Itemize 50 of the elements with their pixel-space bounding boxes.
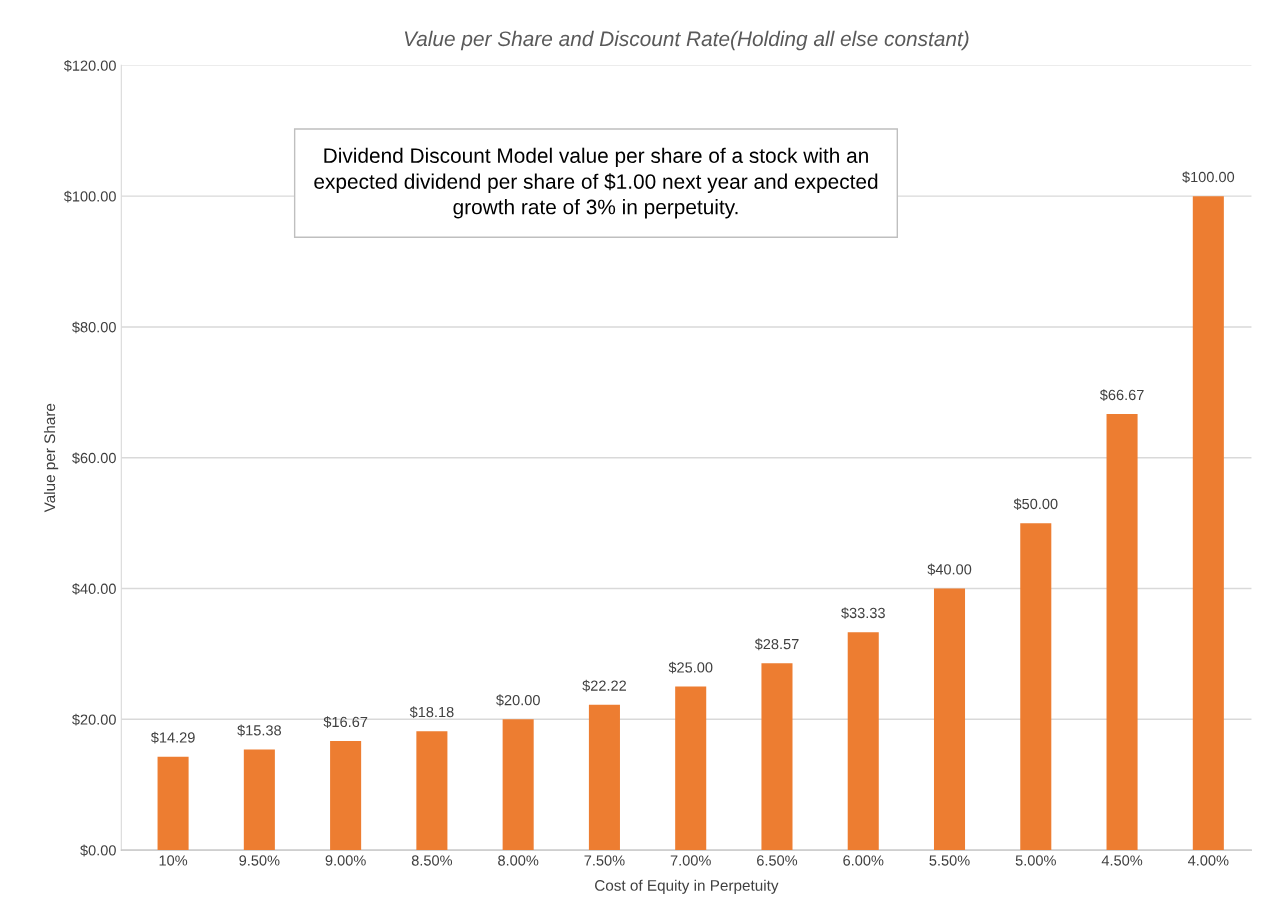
x-tick-label: 5.50%: [929, 855, 970, 866]
y-tick-label: $40.00: [72, 583, 116, 595]
y-axis-title: Value per Share: [43, 403, 59, 513]
bar: [588, 704, 620, 851]
x-tick-label: 10%: [159, 855, 188, 866]
data-label: $18.18: [409, 706, 454, 719]
data-label: $28.57: [754, 638, 799, 651]
x-tick-label: 5.00%: [1015, 855, 1056, 866]
data-label: $40.00: [927, 563, 972, 576]
y-tick-label: $120.00: [63, 59, 116, 72]
data-label: $100.00: [1182, 171, 1235, 184]
data-label: $66.67: [1099, 389, 1144, 401]
chart-title: Value per Share and Discount Rate(Holding all else constant): [404, 30, 969, 51]
bar: [761, 663, 793, 851]
bar: [330, 741, 362, 851]
bar: [157, 756, 189, 851]
y-tick-label: $80.00: [72, 321, 116, 334]
bar: [675, 686, 707, 851]
data-label: $50.00: [1013, 498, 1058, 510]
y-tick-label: $60.00: [72, 452, 116, 465]
x-tick-label: 6.50%: [757, 855, 798, 866]
data-label: $15.38: [237, 724, 282, 737]
bar: [1020, 523, 1052, 851]
x-tick-label: 4.00%: [1187, 855, 1229, 866]
bar: [243, 749, 275, 851]
x-tick-label: 7.00%: [670, 855, 711, 866]
data-label: $16.67: [323, 716, 368, 728]
y-tick-label: $0.00: [80, 844, 116, 857]
x-tick-label: 8.50%: [411, 855, 453, 866]
bar: [1192, 196, 1224, 851]
x-tick-label: 6.00%: [843, 855, 884, 866]
data-label: $33.33: [841, 607, 885, 620]
bar: [416, 731, 448, 851]
data-label: $22.22: [582, 679, 626, 692]
annotation: Dividend Discount Model value per share of a stock with an expected dividend per share of $1.00 next year and expected growth rate of 3% in perpetuity.: [314, 147, 878, 219]
bar: [847, 632, 879, 851]
x-axis-title: Cost of Equity in Perpetuity: [595, 879, 779, 894]
bar: [1106, 414, 1138, 851]
y-tick-label: $100.00: [63, 190, 116, 203]
y-tick-label: $20.00: [72, 713, 116, 726]
x-tick-label: 9.50%: [239, 855, 280, 866]
data-label: $20.00: [496, 694, 540, 707]
bar: [933, 588, 966, 851]
data-label: $25.00: [668, 661, 713, 674]
x-tick-label: 8.00%: [498, 855, 539, 866]
x-tick-label: 4.50%: [1101, 855, 1143, 866]
bar: [502, 719, 534, 851]
data-label: $14.29: [150, 731, 195, 744]
x-tick-label: 9.00%: [325, 855, 366, 866]
x-tick-label: 7.50%: [584, 855, 625, 866]
